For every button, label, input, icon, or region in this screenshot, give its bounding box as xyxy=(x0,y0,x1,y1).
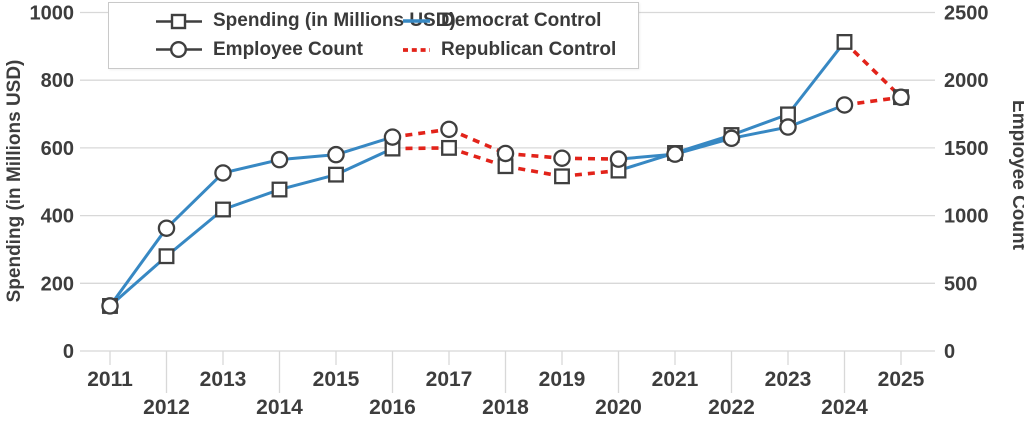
legend: Spending (in Millions USD) Democrat Cont… xyxy=(108,2,639,69)
red-dashed-line-icon xyxy=(403,47,430,52)
x-tick-label: 2023 xyxy=(765,368,812,391)
x-tick-label: 2017 xyxy=(426,368,473,391)
employee-marker xyxy=(779,118,797,136)
left-axis-title: Spending (in Millions USD) xyxy=(4,60,25,303)
employee-marker xyxy=(722,129,741,148)
employee-marker xyxy=(101,297,119,315)
series-line-segment xyxy=(505,151,563,160)
x-tick-label: 2014 xyxy=(256,396,303,419)
series-line-segment xyxy=(222,188,280,211)
spending-marker xyxy=(554,168,570,185)
series-line-segment xyxy=(335,147,394,177)
series-line-segment xyxy=(730,112,789,137)
y-tick-label-left: 200 xyxy=(41,273,74,295)
series-line-segment xyxy=(335,135,393,157)
series-line-segment xyxy=(787,103,846,129)
x-tick-label: 2020 xyxy=(595,396,642,419)
x-tick-label: 2025 xyxy=(878,368,925,391)
spending-marker xyxy=(328,166,344,183)
series-line-segment xyxy=(392,127,450,139)
y-tick-label-right: 500 xyxy=(944,273,977,295)
y-tick-label-right: 2000 xyxy=(944,70,989,92)
legend-item-spending[interactable]: Spending (in Millions USD) xyxy=(156,10,456,32)
legend-item-republican[interactable]: Republican Control xyxy=(403,39,638,61)
x-tick-label: 2011 xyxy=(87,368,133,391)
x-tick-label: 2012 xyxy=(143,396,190,419)
y-tick-label-left: 1000 xyxy=(30,3,75,25)
series-line-segment xyxy=(165,208,224,258)
employee-marker xyxy=(892,88,910,107)
circle-marker-line-icon xyxy=(156,41,202,59)
employee-marker xyxy=(666,145,684,163)
series-line-segment xyxy=(392,146,450,151)
series-line-segment xyxy=(448,127,507,156)
series-line-segment xyxy=(844,95,902,107)
employee-marker xyxy=(835,96,854,114)
series-line-segment xyxy=(505,164,563,179)
employee-marker xyxy=(383,128,402,146)
y-tick-label-right: 2500 xyxy=(944,3,989,25)
spending-marker xyxy=(271,181,288,198)
series-line-segment xyxy=(279,153,337,162)
legend-item-democrat[interactable]: Democrat Control xyxy=(403,10,638,32)
series-line-segment xyxy=(786,41,846,116)
blue-solid-line-icon xyxy=(403,19,430,24)
x-tick-label: 2022 xyxy=(708,396,755,419)
spending-marker xyxy=(215,201,231,218)
series-line-segment xyxy=(561,156,619,161)
series-line-segment xyxy=(222,158,280,175)
series-line-segment xyxy=(165,171,225,230)
series-line-segment xyxy=(731,125,789,140)
employee-marker xyxy=(496,144,515,163)
y-tick-label-right: 1000 xyxy=(944,206,989,228)
spending-marker xyxy=(836,33,853,50)
x-tick-label: 2016 xyxy=(369,396,416,419)
series-line-segment xyxy=(109,255,168,308)
y-tick-label-right: 1500 xyxy=(944,138,989,160)
x-tick-label: 2021 xyxy=(652,368,699,391)
employee-marker xyxy=(157,219,176,237)
series-line-segment xyxy=(843,40,903,99)
x-tick-label: 2015 xyxy=(313,368,360,391)
y-tick-label-left: 0 xyxy=(63,341,74,363)
series-line-segment xyxy=(561,168,619,179)
employee-marker xyxy=(214,164,232,182)
x-tick-label: 2018 xyxy=(482,396,529,419)
y-tick-label-left: 600 xyxy=(41,138,74,160)
y-tick-label-right: 0 xyxy=(944,341,955,363)
employee-marker xyxy=(270,150,289,169)
x-tick-label: 2019 xyxy=(539,368,586,391)
series-line-segment xyxy=(618,152,676,161)
square-marker-line-icon xyxy=(156,13,202,29)
legend-label-republican: Republican Control xyxy=(441,38,617,60)
series-line-segment xyxy=(108,227,168,307)
legend-item-employee[interactable]: Employee Count xyxy=(156,39,403,61)
y-tick-label-left: 800 xyxy=(41,70,74,92)
employee-marker xyxy=(609,150,628,168)
legend-label-spending: Spending (in Millions USD) xyxy=(213,10,456,32)
employee-marker xyxy=(327,145,345,164)
legend-label-employee: Employee Count xyxy=(213,38,363,60)
employee-marker xyxy=(553,149,571,167)
series-line-segment xyxy=(674,136,732,156)
x-tick-label: 2024 xyxy=(821,396,868,419)
y-tick-label-left: 400 xyxy=(41,206,74,228)
series-line-segment xyxy=(448,146,507,168)
spending-marker xyxy=(158,248,175,265)
employee-marker xyxy=(440,120,458,139)
spending-marker xyxy=(441,139,457,156)
legend-label-democrat: Democrat Control xyxy=(441,10,602,32)
right-axis-title: Employee Count xyxy=(1008,100,1024,251)
series-line-segment xyxy=(279,173,337,191)
x-tick-label: 2013 xyxy=(200,368,247,391)
